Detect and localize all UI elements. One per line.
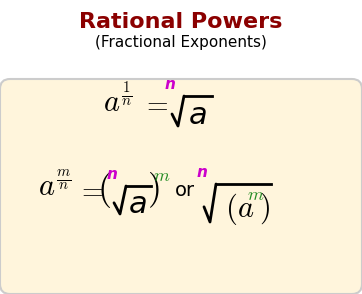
Text: or: or bbox=[175, 181, 195, 200]
FancyBboxPatch shape bbox=[0, 79, 362, 294]
Text: a: a bbox=[129, 190, 148, 219]
Text: a: a bbox=[189, 101, 207, 130]
Text: n: n bbox=[165, 77, 176, 92]
Text: n: n bbox=[106, 167, 117, 182]
Text: $a^{\frac{m}{n}}$: $a^{\frac{m}{n}}$ bbox=[38, 171, 72, 201]
Text: $)$: $)$ bbox=[147, 170, 159, 210]
Text: $a$: $a$ bbox=[236, 194, 254, 223]
Text: $=$: $=$ bbox=[142, 90, 168, 118]
Text: (Fractional Exponents): (Fractional Exponents) bbox=[95, 34, 267, 49]
Text: Rational Powers: Rational Powers bbox=[79, 12, 283, 32]
Text: $($: $($ bbox=[225, 191, 237, 227]
Text: $m$: $m$ bbox=[247, 186, 264, 204]
Text: $($: $($ bbox=[97, 170, 111, 210]
Text: n: n bbox=[197, 165, 207, 180]
Text: $=$: $=$ bbox=[76, 176, 104, 204]
Text: $m$: $m$ bbox=[153, 167, 171, 185]
Text: $a^{\frac{1}{n}}$: $a^{\frac{1}{n}}$ bbox=[104, 83, 132, 119]
Text: $)$: $)$ bbox=[259, 191, 270, 226]
